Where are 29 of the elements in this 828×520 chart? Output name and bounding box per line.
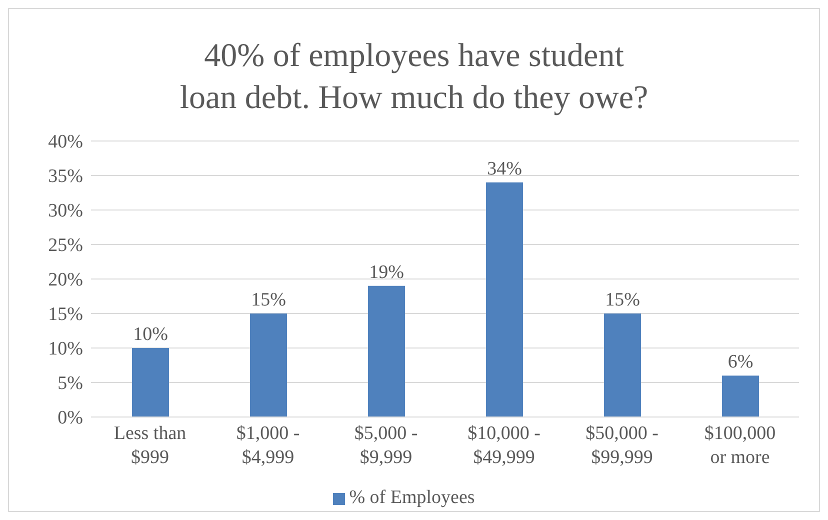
data-label: 15% xyxy=(251,290,286,310)
x-tick-label: Less than $999 xyxy=(114,423,187,468)
x-tick-label: $10,000 - $49,999 xyxy=(468,423,540,468)
data-label: 10% xyxy=(133,324,168,345)
legend-label: % of Employees xyxy=(349,487,475,508)
bar xyxy=(250,314,287,417)
y-tick-label: 5% xyxy=(58,373,84,394)
y-tick-label: 40% xyxy=(48,132,84,153)
bar xyxy=(132,348,169,417)
x-tick-label: $50,000 - $99,999 xyxy=(586,423,658,468)
y-tick-label: 30% xyxy=(48,200,84,222)
y-tick-label: 25% xyxy=(48,235,84,256)
y-tick-label: 35% xyxy=(48,166,84,188)
y-tick-label: 10% xyxy=(48,338,84,360)
y-tick-label: 15% xyxy=(48,304,84,326)
data-label: 15% xyxy=(605,290,640,310)
bar xyxy=(486,182,523,417)
data-label: 6% xyxy=(728,352,754,373)
data-label: 19% xyxy=(369,262,404,283)
x-tick-label: $1,000 - $4,999 xyxy=(236,423,300,468)
chart-title: 40% of employees have student loan debt. How much do they owe? xyxy=(178,37,650,118)
data-label: 34% xyxy=(487,158,522,180)
bar xyxy=(604,314,641,417)
y-tick-label: 0% xyxy=(58,408,84,429)
x-tick-label: $5,000 - $9,999 xyxy=(354,423,418,468)
bar xyxy=(368,286,405,417)
x-tick-label: $100,000 or more xyxy=(704,423,776,468)
y-tick-label: 20% xyxy=(48,270,84,291)
bar xyxy=(722,376,759,417)
